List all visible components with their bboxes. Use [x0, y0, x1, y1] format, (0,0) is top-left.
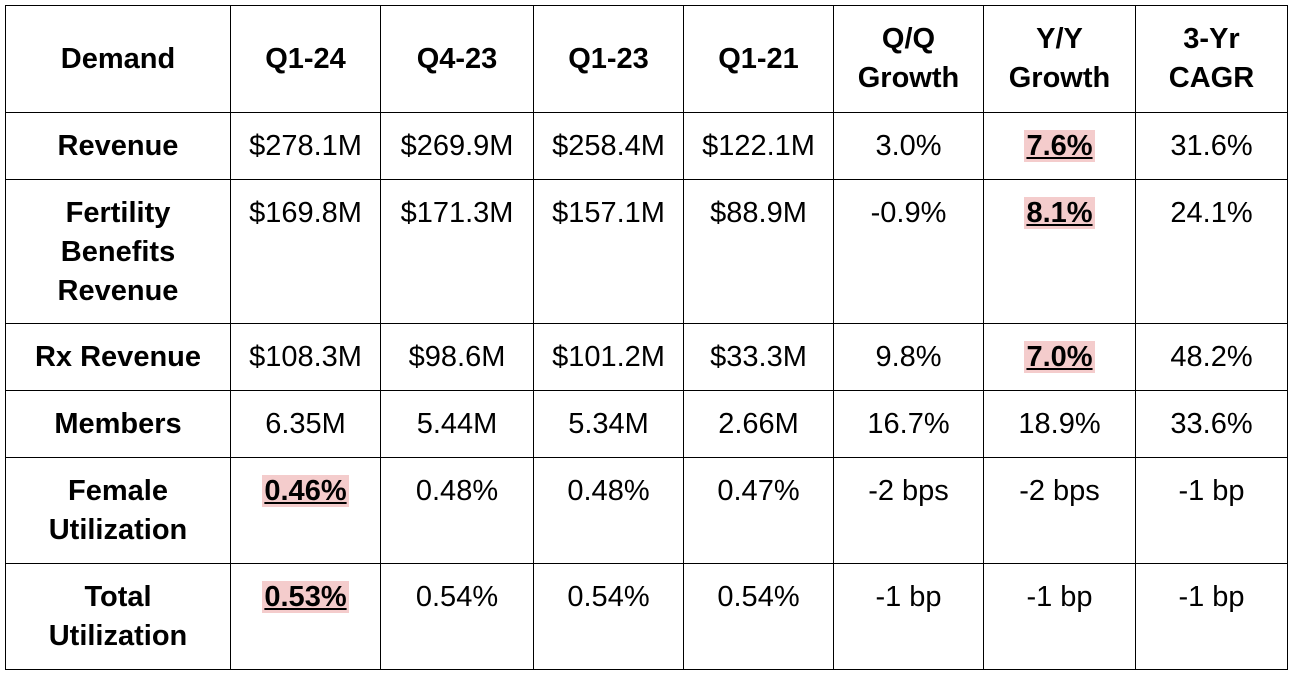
header-qq-line2: Growth	[857, 62, 960, 94]
cell-3yr-cagr: 33.6%	[1135, 390, 1288, 458]
cell-q4-23: $171.3M	[380, 179, 534, 324]
row-label: Revenue	[5, 112, 231, 180]
cell-q1-21: $122.1M	[683, 112, 834, 180]
demand-table: Demand Q1-24 Q4-23 Q1-23 Q1-21 Q/Q Growth…	[5, 5, 1288, 670]
cell-q1-23: $157.1M	[533, 179, 684, 324]
row-label: Female Utilization	[5, 457, 231, 564]
highlighted-value: 0.46%	[262, 475, 349, 507]
cell-q1-24: 6.35M	[230, 390, 381, 458]
cell-q4-23: 0.48%	[380, 457, 534, 564]
cell-yy-growth: -1 bp	[983, 563, 1136, 670]
row-label: Members	[5, 390, 231, 458]
cell-q1-21: 2.66M	[683, 390, 834, 458]
highlighted-value: 0.53%	[262, 581, 349, 613]
header-row: Demand Q1-24 Q4-23 Q1-23 Q1-21 Q/Q Growth…	[5, 5, 1288, 113]
cell-qq-growth: 16.7%	[833, 390, 984, 458]
cell-yy-growth: 7.6%	[983, 112, 1136, 180]
header-qq-line1: Q/Q	[881, 23, 936, 55]
cell-yy-growth: -2 bps	[983, 457, 1136, 564]
highlighted-value: 7.6%	[1024, 129, 1095, 162]
cell-qq-growth: 9.8%	[833, 323, 984, 391]
cell-3yr-cagr: -1 bp	[1135, 563, 1288, 670]
header-q1-24: Q1-24	[230, 5, 381, 113]
row-label: Rx Revenue	[5, 323, 231, 391]
cell-q1-24: $108.3M	[230, 323, 381, 391]
cell-q1-24: 0.53%	[230, 563, 381, 670]
header-cagr-line1: 3-Yr	[1183, 23, 1240, 55]
cell-q1-23: $101.2M	[533, 323, 684, 391]
table-row-total-utilization: Total Utilization 0.53% 0.54% 0.54% 0.54%…	[5, 563, 1288, 670]
table-row-revenue: Revenue $278.1M $269.9M $258.4M $122.1M …	[5, 112, 1288, 180]
cell-q4-23: 5.44M	[380, 390, 534, 458]
header-cagr-line2: CAGR	[1168, 62, 1255, 94]
cell-q1-23: $258.4M	[533, 112, 684, 180]
header-q1-21: Q1-21	[683, 5, 834, 113]
table-row-fertility-benefits-revenue: Fertility Benefits Revenue $169.8M $171.3M…	[5, 179, 1288, 324]
cell-q1-21: 0.47%	[683, 457, 834, 564]
cell-q1-23: 5.34M	[533, 390, 684, 458]
cell-q4-23: $269.9M	[380, 112, 534, 180]
table-row-members: Members 6.35M 5.44M 5.34M 2.66M 16.7% 18…	[5, 390, 1288, 458]
cell-q1-24: $278.1M	[230, 112, 381, 180]
highlighted-value: 7.0%	[1024, 340, 1095, 373]
header-yy-growth: Y/Y Growth	[983, 5, 1136, 113]
header-3yr-cagr: 3-Yr CAGR	[1135, 5, 1288, 113]
highlighted-value: 8.1%	[1024, 197, 1095, 229]
cell-3yr-cagr: 31.6%	[1135, 112, 1288, 180]
cell-yy-growth: 18.9%	[983, 390, 1136, 458]
cell-yy-growth: 8.1%	[983, 179, 1136, 324]
cell-q1-21: $88.9M	[683, 179, 834, 324]
table-row-female-utilization: Female Utilization 0.46% 0.48% 0.48% 0.47…	[5, 457, 1288, 564]
header-q4-23: Q4-23	[380, 5, 534, 113]
table-row-rx-revenue: Rx Revenue $108.3M $98.6M $101.2M $33.3M…	[5, 323, 1288, 391]
cell-3yr-cagr: 48.2%	[1135, 323, 1288, 391]
cell-q1-21: $33.3M	[683, 323, 834, 391]
row-label: Total Utilization	[5, 563, 231, 670]
cell-q1-24: $169.8M	[230, 179, 381, 324]
cell-yy-growth: 7.0%	[983, 323, 1136, 391]
cell-q4-23: 0.54%	[380, 563, 534, 670]
cell-q1-23: 0.54%	[533, 563, 684, 670]
cell-q1-21: 0.54%	[683, 563, 834, 670]
cell-qq-growth: -2 bps	[833, 457, 984, 564]
cell-q1-24: 0.46%	[230, 457, 381, 564]
cell-qq-growth: -0.9%	[833, 179, 984, 324]
header-demand: Demand	[5, 5, 231, 113]
cell-3yr-cagr: -1 bp	[1135, 457, 1288, 564]
header-yy-line2: Growth	[1008, 62, 1111, 94]
header-q1-23: Q1-23	[533, 5, 684, 113]
header-qq-growth: Q/Q Growth	[833, 5, 984, 113]
header-yy-line1: Y/Y	[1036, 23, 1083, 55]
cell-qq-growth: 3.0%	[833, 112, 984, 180]
cell-q1-23: 0.48%	[533, 457, 684, 564]
cell-q4-23: $98.6M	[380, 323, 534, 391]
row-label: Fertility Benefits Revenue	[5, 179, 231, 324]
cell-3yr-cagr: 24.1%	[1135, 179, 1288, 324]
cell-qq-growth: -1 bp	[833, 563, 984, 670]
